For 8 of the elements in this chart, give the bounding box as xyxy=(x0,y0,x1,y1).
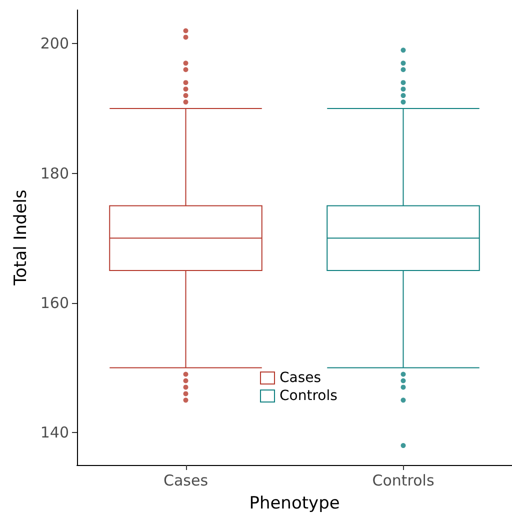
y-tick-label: 140 xyxy=(40,424,69,442)
y-tick-label: 160 xyxy=(40,294,69,312)
y-tick-label: 180 xyxy=(40,164,69,182)
legend-label: Controls xyxy=(280,388,338,404)
y-tick-label: 200 xyxy=(40,34,69,53)
legend-label: Cases xyxy=(280,370,322,386)
x-axis-title: Phenotype xyxy=(249,494,340,514)
y-axis-title: Total Indels xyxy=(10,190,31,286)
